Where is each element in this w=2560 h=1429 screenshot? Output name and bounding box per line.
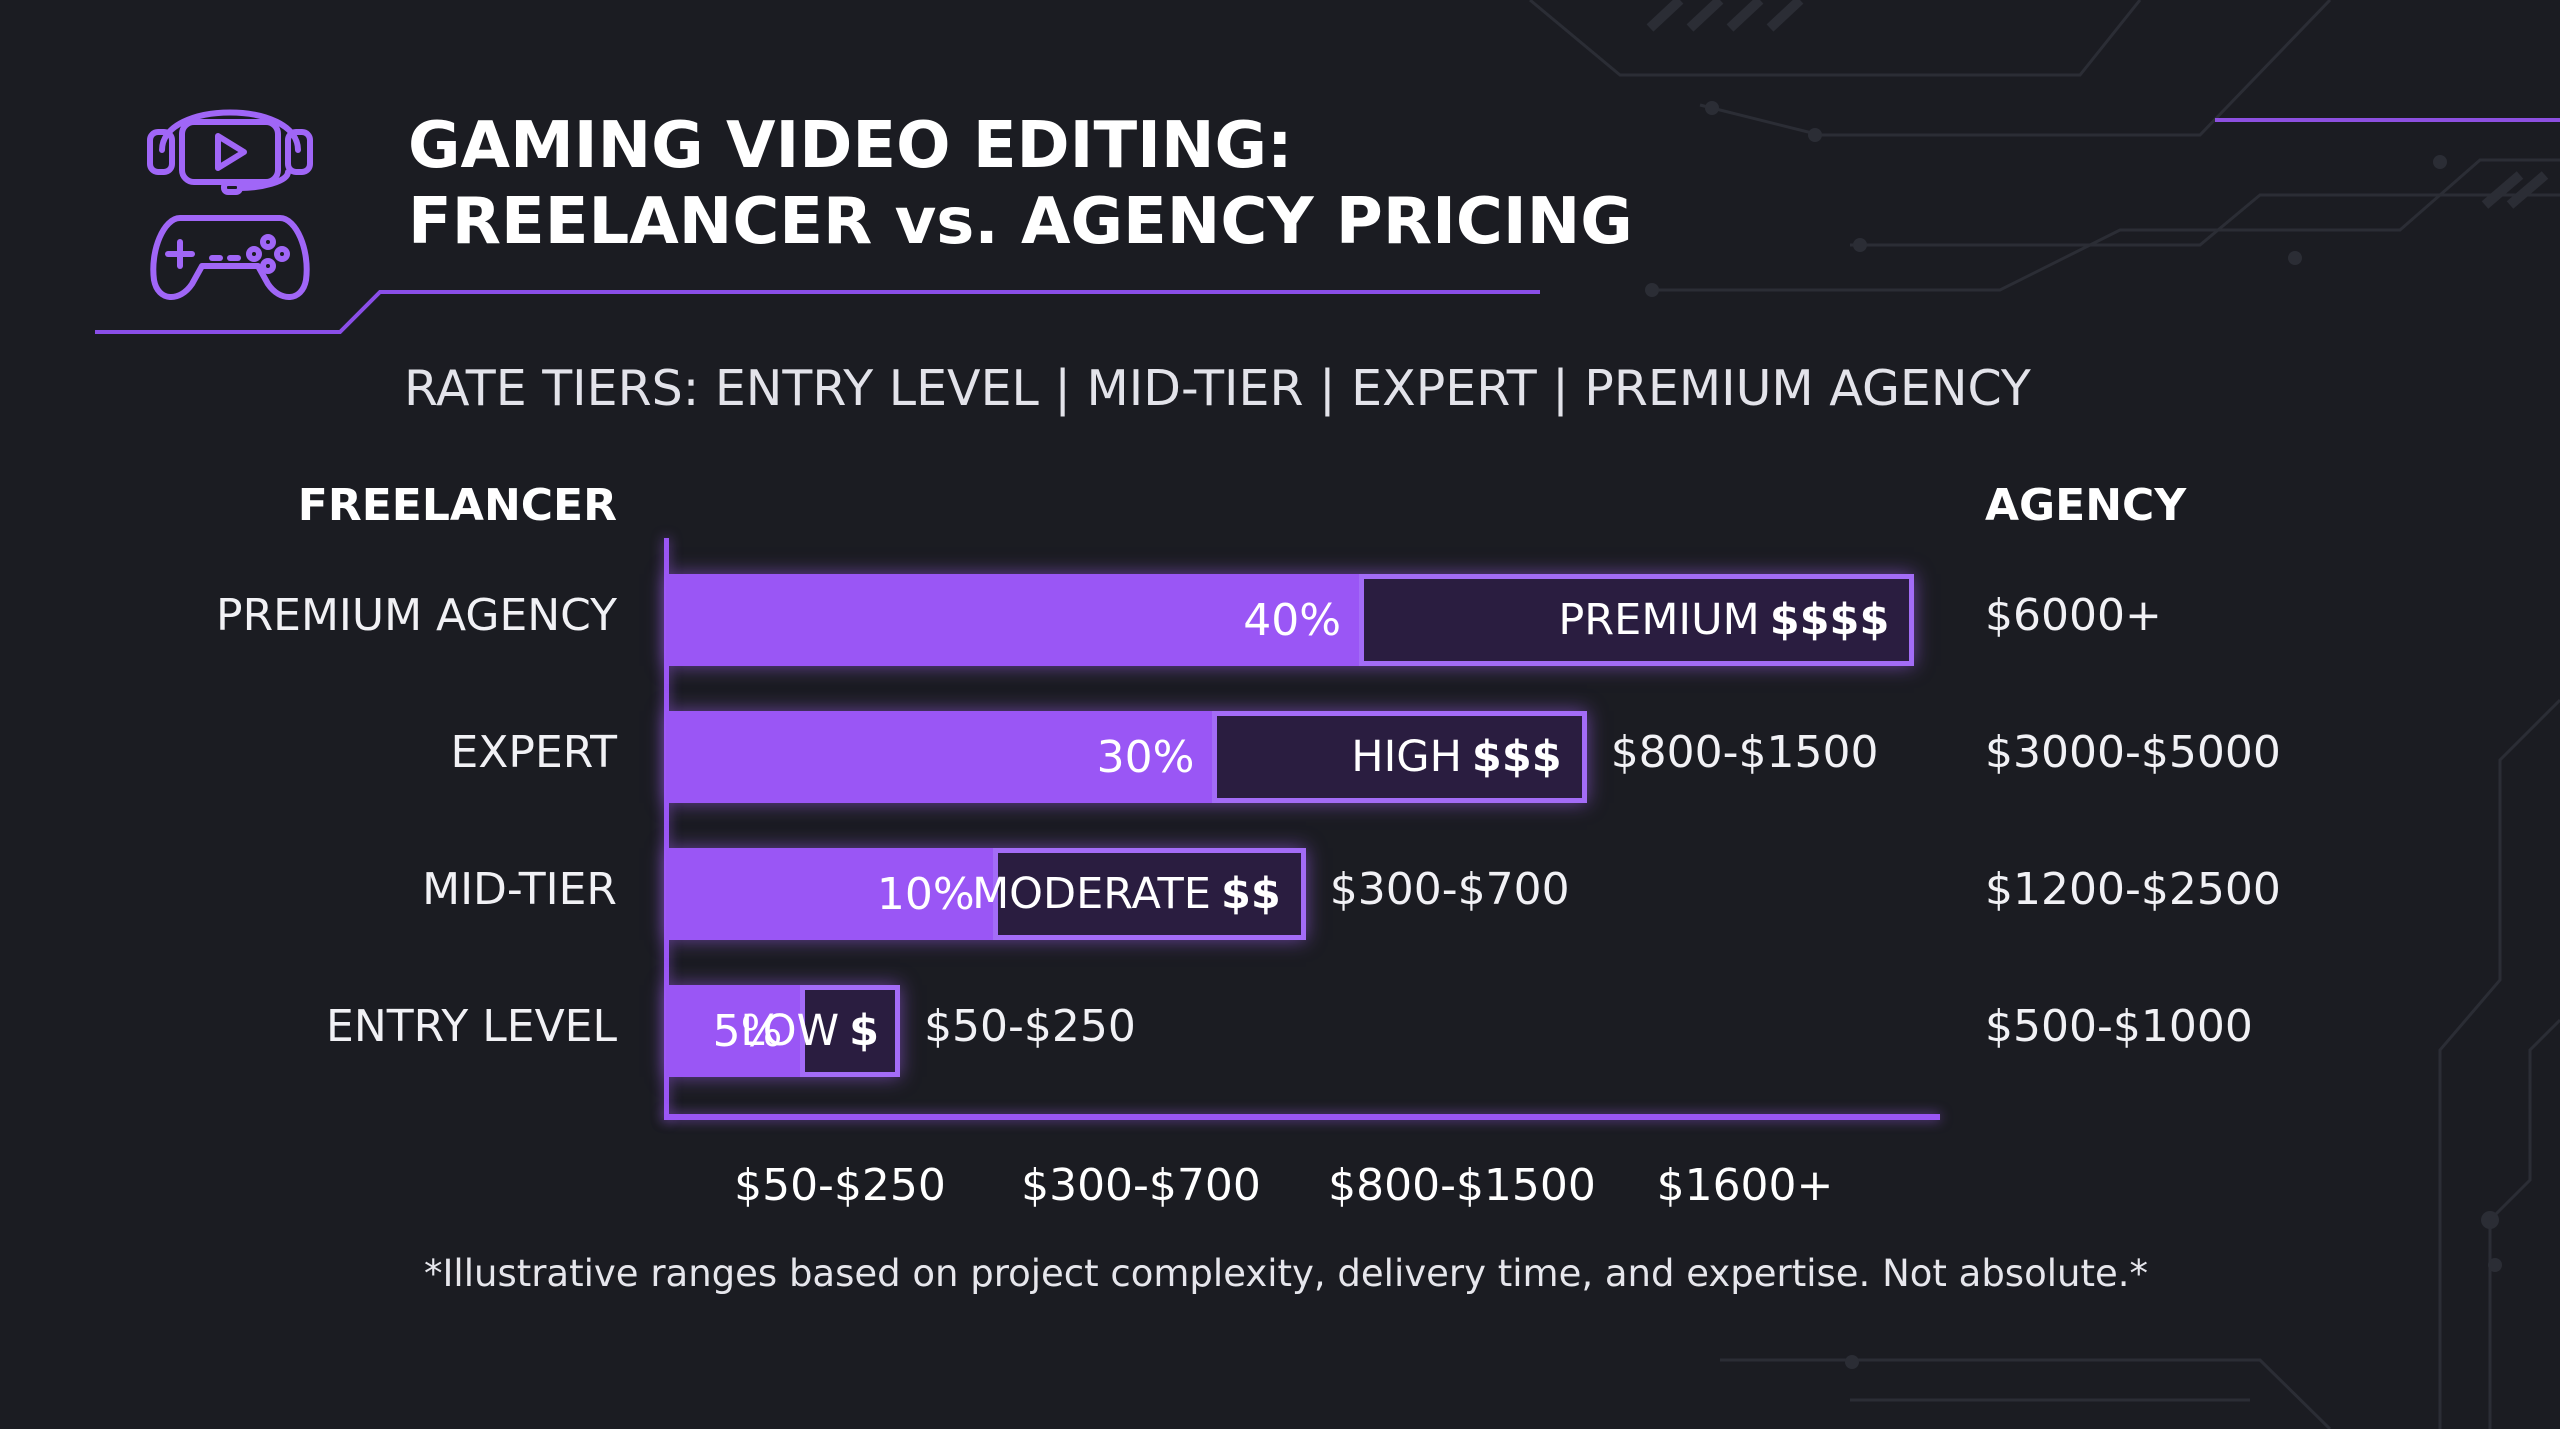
bar: 10% MODERATE $$ bbox=[666, 848, 1306, 940]
row-label: EXPERT bbox=[450, 727, 617, 778]
freelancer-column-header: FREELANCER bbox=[297, 480, 617, 531]
tier-label: MODERATE bbox=[972, 869, 1211, 919]
tier-label: HIGH bbox=[1351, 732, 1462, 782]
bar: 30% HIGH $$$ bbox=[666, 711, 1587, 803]
x-tick-label: $50-$250 bbox=[734, 1160, 946, 1211]
freelancer-range-label: $300-$700 bbox=[1329, 864, 1570, 915]
tier-box: MODERATE $$ bbox=[972, 848, 1306, 940]
tier-symbol: $ bbox=[849, 1006, 880, 1056]
footnote: *Illustrative ranges based on project co… bbox=[424, 1252, 2148, 1295]
chart-subtitle: RATE TIERS: ENTRY LEVEL | MID-TIER | EXP… bbox=[404, 360, 2031, 417]
agency-range-label: $1200-$2500 bbox=[1985, 864, 2281, 915]
y-axis-line bbox=[664, 538, 669, 1120]
tier-symbol: $$$$ bbox=[1769, 595, 1890, 645]
title-line-1: GAMING VIDEO EDITING: bbox=[408, 109, 1293, 183]
tier-label: LOW bbox=[740, 1006, 840, 1056]
x-tick-label: $300-$700 bbox=[1021, 1160, 1261, 1211]
tier-box: LOW $ bbox=[740, 985, 901, 1077]
chart-title: GAMING VIDEO EDITING: FREELANCER vs. AGE… bbox=[408, 108, 1633, 260]
percent-label: 5% bbox=[712, 1005, 783, 1057]
tier-label: PREMIUM bbox=[1558, 595, 1760, 645]
agency-range-label: $3000-$5000 bbox=[1985, 727, 2281, 778]
row-label: MID-TIER bbox=[422, 864, 617, 915]
agency-range-label: $6000+ bbox=[1985, 590, 2162, 641]
tier-box: HIGH $$$ bbox=[1212, 711, 1587, 803]
gamer-headset-controller-icon bbox=[147, 109, 313, 300]
bar: 40% PREMIUM $$$$ bbox=[666, 574, 1915, 666]
title-line-2: FREELANCER vs. AGENCY PRICING bbox=[408, 185, 1633, 259]
agency-column-header: AGENCY bbox=[1985, 480, 2187, 531]
freelancer-range-label: $800-$1500 bbox=[1610, 727, 1879, 778]
bar: 5% LOW $ bbox=[666, 985, 901, 1077]
agency-range-label: $500-$1000 bbox=[1985, 1001, 2253, 1052]
tier-symbol: $$$ bbox=[1471, 732, 1562, 782]
freelancer-range-label: $50-$250 bbox=[924, 1001, 1136, 1052]
tier-box: PREMIUM $$$$ bbox=[1359, 574, 1915, 666]
x-tick-label: $800-$1500 bbox=[1328, 1160, 1596, 1211]
x-axis-line bbox=[664, 1114, 1940, 1120]
percent-label: 40% bbox=[1243, 594, 1342, 646]
percent-label: 10% bbox=[876, 868, 975, 920]
row-label: PREMIUM AGENCY bbox=[216, 590, 617, 641]
x-tick-label: $1600+ bbox=[1656, 1160, 1834, 1211]
row-label: ENTRY LEVEL bbox=[326, 1001, 617, 1052]
tier-symbol: $$ bbox=[1220, 869, 1281, 919]
percent-label: 30% bbox=[1096, 731, 1195, 783]
